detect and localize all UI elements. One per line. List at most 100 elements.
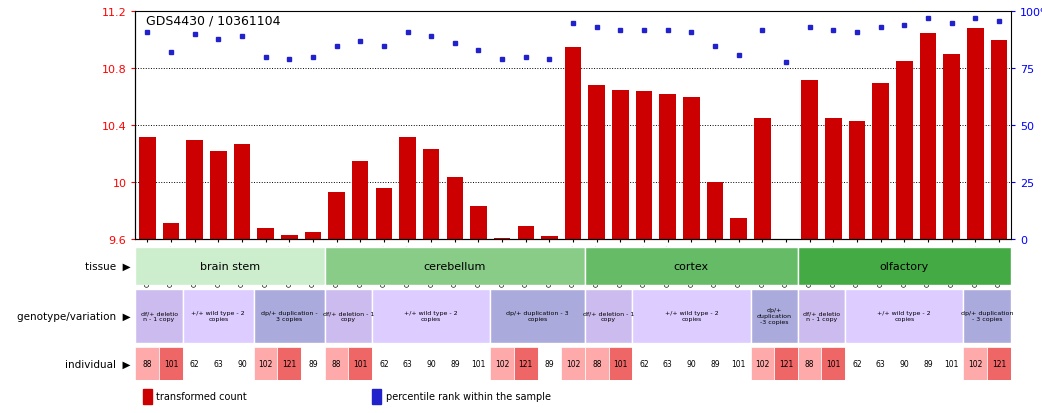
Bar [612, 90, 628, 240]
Bar [920, 34, 936, 240]
Bar [514, 347, 538, 380]
Text: 62: 62 [852, 359, 862, 368]
Bar [396, 347, 419, 380]
Bar [754, 119, 771, 240]
Bar [230, 347, 254, 380]
Text: 101: 101 [731, 359, 746, 368]
Text: 121: 121 [992, 359, 1006, 368]
Text: 88: 88 [592, 359, 601, 368]
Text: 102: 102 [968, 359, 983, 368]
Text: 101: 101 [471, 359, 486, 368]
Bar [869, 347, 892, 380]
Bar [375, 188, 392, 240]
Text: 121: 121 [519, 359, 532, 368]
Bar [210, 152, 226, 240]
Bar [730, 218, 747, 240]
Bar [872, 83, 889, 240]
Bar [706, 183, 723, 240]
Text: 101: 101 [944, 359, 959, 368]
Text: 62: 62 [379, 359, 389, 368]
Bar [491, 289, 585, 343]
Bar [991, 41, 1008, 240]
Text: 63: 63 [402, 359, 413, 368]
Bar [727, 347, 750, 380]
Text: 89: 89 [450, 359, 460, 368]
Bar [964, 289, 1011, 343]
Text: 121: 121 [778, 359, 793, 368]
Bar [277, 347, 301, 380]
Bar [845, 347, 869, 380]
Bar [660, 95, 676, 240]
Bar [750, 347, 774, 380]
Text: df/+ deletion - 1
copy: df/+ deletion - 1 copy [582, 311, 635, 321]
Bar [655, 347, 679, 380]
Bar [940, 347, 964, 380]
Text: 90: 90 [899, 359, 910, 368]
Bar [750, 289, 798, 343]
Bar [541, 237, 557, 240]
Bar [825, 119, 842, 240]
Bar [679, 347, 703, 380]
Bar [233, 145, 250, 240]
Bar [163, 224, 179, 240]
Bar [684, 97, 699, 240]
Text: 88: 88 [143, 359, 152, 368]
Text: 63: 63 [663, 359, 672, 368]
Bar [135, 248, 325, 285]
Bar [182, 347, 206, 380]
Text: 90: 90 [237, 359, 247, 368]
Bar [585, 289, 632, 343]
Text: 89: 89 [308, 359, 318, 368]
Bar [777, 240, 794, 247]
Bar [987, 347, 1011, 380]
Bar [848, 122, 865, 240]
Text: +/+ wild type - 2
copies: +/+ wild type - 2 copies [404, 311, 458, 321]
Text: individual  ▶: individual ▶ [65, 358, 130, 368]
Bar [585, 347, 609, 380]
Bar [304, 233, 321, 240]
Text: +/+ wild type - 2
copies: +/+ wild type - 2 copies [192, 311, 245, 321]
Bar [916, 347, 940, 380]
Text: df/+ deletio
n - 1 copy: df/+ deletio n - 1 copy [803, 311, 840, 321]
Text: transformed count: transformed count [155, 392, 246, 401]
Bar [328, 193, 345, 240]
Text: 101: 101 [353, 359, 368, 368]
Bar [821, 347, 845, 380]
Bar [447, 177, 463, 240]
Bar [636, 92, 652, 240]
Text: 101: 101 [164, 359, 178, 368]
Bar [159, 347, 182, 380]
Bar [896, 62, 913, 240]
Text: cerebellum: cerebellum [424, 261, 486, 271]
Text: olfactory: olfactory [879, 261, 928, 271]
Bar [494, 238, 511, 240]
Bar [443, 347, 467, 380]
Bar [467, 347, 491, 380]
Text: 89: 89 [545, 359, 554, 368]
Bar [632, 347, 655, 380]
Bar [325, 347, 348, 380]
Bar [325, 289, 372, 343]
Bar [585, 248, 798, 285]
Bar [943, 55, 960, 240]
Text: dp/+ duplication
- 3 copies: dp/+ duplication - 3 copies [961, 311, 1013, 321]
Text: 88: 88 [804, 359, 815, 368]
Bar [399, 137, 416, 240]
Bar [845, 289, 964, 343]
Bar [470, 207, 487, 240]
Bar [182, 289, 254, 343]
Text: 89: 89 [711, 359, 720, 368]
Text: 102: 102 [258, 359, 273, 368]
Text: GDS4430 / 10361104: GDS4430 / 10361104 [146, 14, 280, 27]
Bar [589, 86, 605, 240]
Text: 102: 102 [495, 359, 510, 368]
Bar [206, 347, 230, 380]
Text: dp/+ duplication - 3
copies: dp/+ duplication - 3 copies [506, 311, 569, 321]
Bar [135, 347, 159, 380]
Text: genotype/variation  ▶: genotype/variation ▶ [17, 311, 130, 321]
Bar [372, 347, 396, 380]
Bar [352, 161, 369, 240]
Text: 101: 101 [614, 359, 627, 368]
Text: tissue  ▶: tissue ▶ [84, 261, 130, 271]
Bar [372, 289, 491, 343]
